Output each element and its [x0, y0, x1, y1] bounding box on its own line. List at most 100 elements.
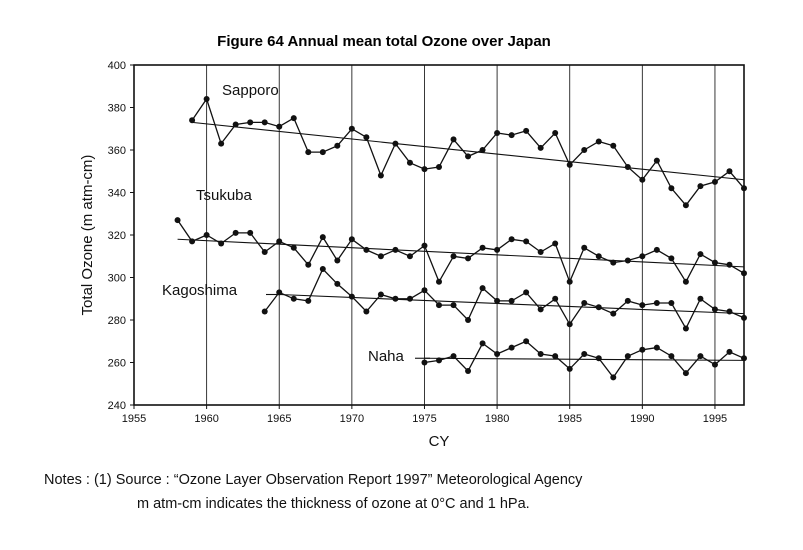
- x-tick-label: 1995: [703, 413, 727, 425]
- data-point-tsukuba: [247, 229, 254, 236]
- x-tick-label: 1990: [630, 413, 654, 425]
- data-point-sapporo: [653, 157, 660, 164]
- y-axis-ticks: 240 260 280 300 320 340 360 380 400: [108, 60, 134, 412]
- data-point-tsukuba: [523, 238, 530, 245]
- x-tick-label: 1980: [485, 413, 509, 425]
- data-point-naha: [552, 353, 559, 360]
- data-point-tsukuba: [450, 253, 457, 260]
- data-point-kagoshima: [421, 287, 428, 294]
- data-point-tsukuba: [465, 255, 472, 262]
- data-point-tsukuba: [668, 255, 675, 262]
- data-point-sapporo: [711, 178, 718, 185]
- series-kagoshima: [261, 266, 747, 332]
- x-tick-label: 1955: [122, 413, 146, 425]
- chart-title: Figure 64 Annual mean total Ozone over J…: [217, 33, 551, 50]
- data-point-tsukuba: [276, 238, 283, 245]
- y-tick-label: 260: [108, 358, 126, 370]
- data-point-tsukuba: [697, 251, 704, 258]
- data-point-sapporo: [479, 147, 486, 153]
- data-point-sapporo: [508, 132, 515, 139]
- series-line-sapporo: [191, 97, 745, 207]
- data-point-tsukuba: [406, 253, 413, 260]
- data-point-tsukuba: [726, 261, 733, 268]
- data-point-sapporo: [421, 166, 428, 173]
- data-point-naha: [523, 338, 530, 345]
- data-point-sapporo: [377, 172, 384, 179]
- data-point-sapporo: [247, 119, 254, 126]
- data-point-naha: [581, 351, 588, 357]
- data-point-sapporo: [682, 202, 689, 209]
- ozone-line-chart: Figure 64 Annual mean total Ozone over J…: [79, 33, 747, 450]
- data-point-sapporo: [319, 149, 326, 156]
- data-point-tsukuba: [392, 246, 399, 253]
- data-point-kagoshima: [406, 295, 413, 302]
- data-point-sapporo: [668, 185, 675, 192]
- data-point-sapporo: [465, 153, 472, 160]
- x-tick-label: 1970: [340, 413, 364, 425]
- data-point-naha: [436, 357, 442, 364]
- data-point-sapporo: [494, 130, 501, 136]
- trend-line-tsukuba: [177, 238, 745, 268]
- data-point-sapporo: [305, 149, 312, 156]
- data-point-sapporo: [392, 140, 399, 147]
- data-point-naha: [624, 353, 631, 360]
- data-point-naha: [508, 344, 515, 351]
- data-point-kagoshima: [624, 297, 631, 304]
- x-tick-label: 1985: [557, 413, 581, 425]
- data-point-kagoshima: [319, 266, 326, 272]
- data-point-kagoshima: [450, 302, 457, 309]
- data-point-tsukuba: [682, 278, 689, 285]
- data-point-sapporo: [581, 147, 588, 153]
- data-point-kagoshima: [348, 293, 355, 300]
- data-point-naha: [450, 353, 457, 360]
- y-tick-label: 300: [108, 273, 126, 285]
- data-point-sapporo: [595, 138, 602, 145]
- data-point-naha: [711, 361, 718, 368]
- series-label-sapporo: Sapporo: [222, 82, 279, 99]
- data-point-kagoshima: [552, 295, 559, 302]
- data-point-naha: [697, 353, 704, 360]
- data-point-tsukuba: [348, 236, 355, 243]
- data-point-sapporo: [290, 115, 297, 122]
- data-point-kagoshima: [465, 317, 472, 323]
- series-labels: Sapporo Tsukuba Kagoshima Naha: [162, 82, 430, 365]
- data-point-tsukuba: [494, 246, 501, 253]
- series-label-naha: Naha: [368, 348, 405, 365]
- data-point-sapporo: [523, 127, 530, 134]
- data-point-sapporo: [203, 96, 210, 102]
- x-tick-label: 1965: [267, 413, 291, 425]
- series-label-tsukuba: Tsukuba: [196, 187, 253, 204]
- data-point-kagoshima: [726, 308, 733, 315]
- data-point-tsukuba: [566, 278, 573, 285]
- data-point-naha: [595, 355, 602, 362]
- data-point-kagoshima: [436, 302, 442, 309]
- data-point-tsukuba: [218, 240, 225, 247]
- data-point-kagoshima: [711, 306, 718, 313]
- x-tick-label: 1975: [412, 413, 436, 425]
- data-point-naha: [668, 353, 675, 360]
- y-axis-title: Total Ozone (m atm-cm): [79, 155, 96, 316]
- data-point-naha: [726, 348, 733, 355]
- notes-line-2: m atm-cm indicates the thickness of ozon…: [137, 496, 530, 512]
- data-point-sapporo: [218, 140, 225, 147]
- series-layer: [174, 96, 747, 381]
- data-point-tsukuba: [261, 249, 268, 255]
- data-point-kagoshima: [261, 308, 268, 315]
- data-point-tsukuba: [232, 229, 239, 236]
- y-tick-label: 320: [108, 230, 126, 242]
- series-line-tsukuba: [177, 219, 745, 284]
- data-point-kagoshima: [639, 302, 646, 309]
- data-point-tsukuba: [319, 234, 326, 241]
- data-point-tsukuba: [595, 253, 602, 260]
- data-point-kagoshima: [566, 321, 573, 328]
- data-point-sapporo: [436, 164, 442, 170]
- data-point-tsukuba: [624, 257, 631, 264]
- data-point-naha: [421, 359, 428, 366]
- data-point-kagoshima: [305, 297, 312, 304]
- data-point-tsukuba: [741, 270, 747, 277]
- data-point-sapporo: [261, 119, 268, 126]
- data-point-sapporo: [566, 161, 573, 168]
- data-point-sapporo: [610, 142, 617, 149]
- data-point-sapporo: [450, 136, 457, 143]
- data-point-tsukuba: [421, 242, 428, 249]
